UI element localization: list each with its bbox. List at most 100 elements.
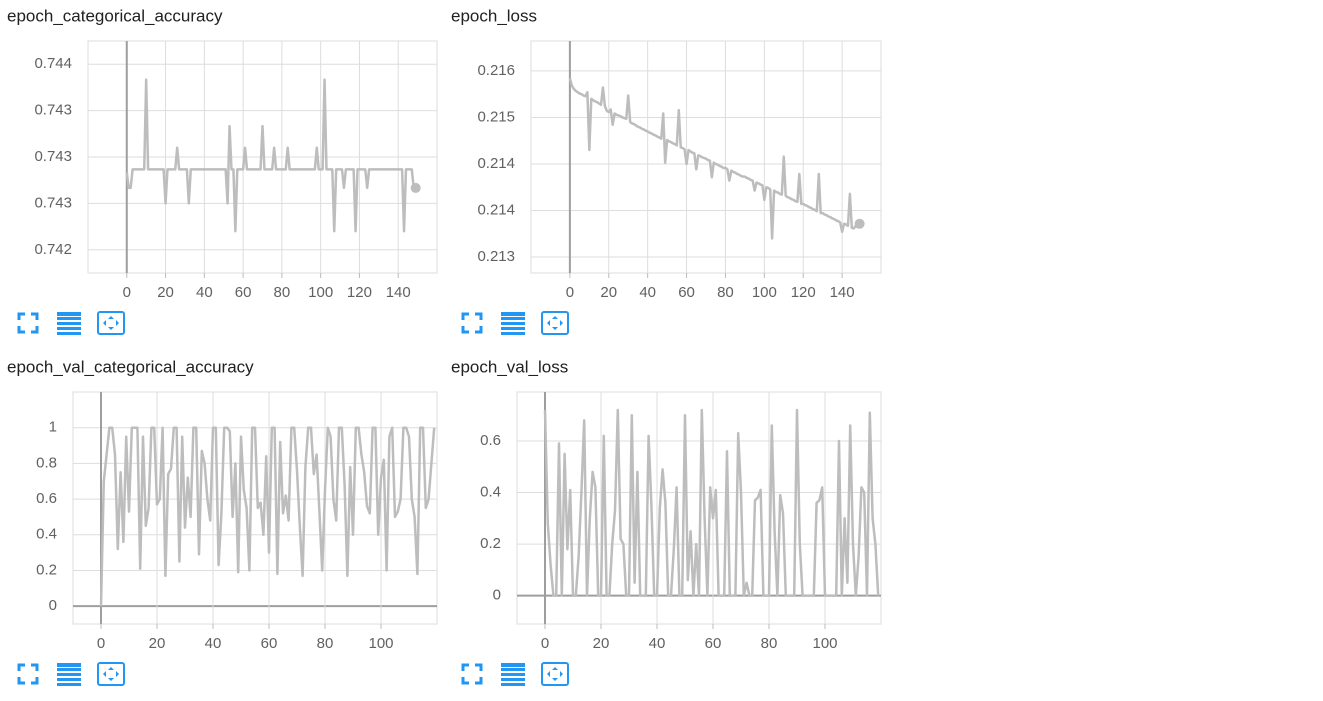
last-point	[410, 182, 421, 193]
y-tick-label: 0.743	[34, 194, 72, 211]
x-tick-label: 80	[717, 284, 734, 301]
plot-frame	[516, 391, 882, 625]
y-tick-label: 0.4	[480, 484, 501, 501]
x-tick-label: 40	[205, 635, 222, 652]
fit-domain-button[interactable]	[97, 662, 125, 686]
icon	[461, 663, 483, 685]
x-tick-label: 100	[368, 635, 393, 652]
x-tick-label: 60	[235, 284, 252, 301]
plot-frame	[72, 391, 438, 625]
icon	[97, 311, 125, 335]
series-line	[99, 426, 436, 607]
icon	[501, 678, 525, 681]
x-tick-label: 60	[678, 284, 695, 301]
fit-domain-button[interactable]	[541, 311, 569, 335]
x-tick-label: 100	[812, 635, 837, 652]
x-tick-label: 0	[123, 284, 131, 301]
y-tick-label: 0.742	[34, 241, 72, 258]
x-tick-label: 140	[386, 284, 411, 301]
x-tick-label: 120	[791, 284, 816, 301]
icon	[541, 662, 569, 686]
y-tick-label: 0.214	[477, 155, 515, 172]
fullscreen-button[interactable]	[461, 312, 483, 334]
fit-domain-button[interactable]	[541, 662, 569, 686]
y-tick-label: 0.214	[477, 201, 515, 218]
fit-domain-button[interactable]	[97, 311, 125, 335]
icon	[17, 663, 39, 685]
toggle-log-button[interactable]	[57, 312, 81, 335]
x-tick-label: 80	[274, 284, 291, 301]
x-tick-label: 0	[97, 635, 105, 652]
icon	[57, 327, 81, 330]
y-tick-label: 0.215	[477, 108, 515, 125]
icon	[57, 317, 81, 320]
x-tick-label: 0	[541, 635, 549, 652]
last-point	[854, 218, 865, 229]
x-tick-label: 140	[830, 284, 855, 301]
x-tick-label: 60	[705, 635, 722, 652]
icon	[501, 332, 525, 335]
chart-title: epoch_categorical_accuracy	[7, 6, 223, 25]
toggle-log-button[interactable]	[501, 663, 525, 686]
x-tick-label: 40	[649, 635, 666, 652]
y-tick-label: 0	[49, 597, 57, 614]
icon	[501, 663, 525, 667]
chart-title: epoch_val_categorical_accuracy	[7, 357, 254, 376]
y-tick-label: 0.2	[36, 561, 57, 578]
icon	[547, 667, 563, 681]
x-tick-label: 20	[157, 284, 174, 301]
y-tick-label: 0.6	[480, 432, 501, 449]
chart-title: epoch_val_loss	[451, 357, 568, 376]
fullscreen-button[interactable]	[461, 663, 483, 685]
x-tick-label: 80	[761, 635, 778, 652]
icon	[541, 311, 569, 335]
y-tick-label: 0.213	[477, 248, 515, 265]
x-tick-label: 0	[566, 284, 574, 301]
icon	[501, 327, 525, 330]
fullscreen-button[interactable]	[17, 663, 39, 685]
icon	[501, 322, 525, 325]
toggle-log-button[interactable]	[57, 663, 81, 686]
x-tick-label: 100	[752, 284, 777, 301]
icon	[57, 322, 81, 325]
series-line	[125, 78, 416, 233]
plot-frame	[530, 40, 882, 274]
y-tick-label: 0.743	[34, 102, 72, 119]
icon	[57, 668, 81, 671]
x-tick-label: 20	[593, 635, 610, 652]
toggle-log-button[interactable]	[501, 312, 525, 335]
icon	[501, 312, 525, 316]
y-tick-label: 0.4	[36, 526, 57, 543]
icon	[97, 662, 125, 686]
icon	[57, 678, 81, 681]
y-tick-label: 0.743	[34, 148, 72, 165]
chart-panel: epoch_val_loss 0 0.2 0.4 0.6 0 20 40 60 80 100	[451, 357, 882, 686]
icon	[461, 312, 483, 334]
series-line	[543, 408, 880, 597]
icon	[501, 668, 525, 671]
y-tick-label: 0.744	[34, 55, 72, 72]
y-tick-label: 0.8	[36, 454, 57, 471]
icon	[57, 332, 81, 335]
icon	[103, 667, 119, 681]
y-tick-label: 0	[493, 587, 501, 604]
icon	[547, 316, 563, 330]
series-line	[568, 77, 861, 240]
icon	[103, 316, 119, 330]
x-tick-label: 40	[639, 284, 656, 301]
y-tick-label: 1	[49, 419, 57, 436]
icon	[57, 663, 81, 667]
icon	[17, 312, 39, 334]
icon	[57, 683, 81, 686]
icon	[501, 683, 525, 686]
x-tick-label: 100	[308, 284, 333, 301]
y-tick-label: 0.216	[477, 62, 515, 79]
chart-title: epoch_loss	[451, 6, 537, 25]
x-tick-label: 20	[149, 635, 166, 652]
y-tick-label: 0.2	[480, 535, 501, 552]
icon	[501, 673, 525, 676]
fullscreen-button[interactable]	[17, 312, 39, 334]
y-tick-label: 0.6	[36, 490, 57, 507]
x-tick-label: 60	[261, 635, 278, 652]
